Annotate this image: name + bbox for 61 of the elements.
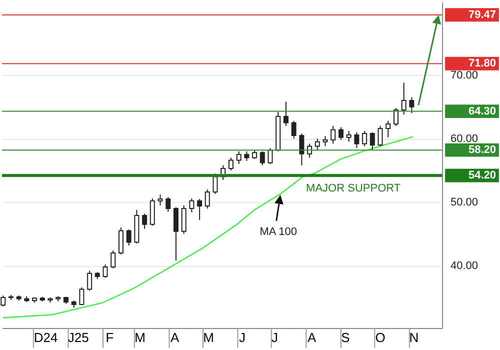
x-tick-label: A — [307, 330, 316, 345]
ref-line-label: 58.20 — [468, 144, 496, 156]
candlestick — [299, 133, 304, 166]
candlestick — [322, 136, 328, 147]
candlestick — [393, 108, 398, 126]
candlestick — [126, 229, 132, 246]
x-tick-label: F — [106, 330, 114, 345]
annotation: MAJOR SUPPORT — [306, 182, 401, 194]
candlestick — [79, 286, 84, 306]
candlestick — [158, 194, 163, 206]
x-tick-label: J — [272, 330, 278, 345]
candlestick — [370, 132, 375, 151]
y-tick-label: 70.00 — [450, 70, 478, 82]
x-tick-label: J25 — [68, 330, 89, 345]
ref-line-label: 64.30 — [468, 105, 496, 118]
candlestick — [118, 227, 124, 255]
candlestick — [212, 173, 218, 194]
y-tick-label: 60.00 — [450, 133, 478, 146]
candlestick — [401, 82, 406, 115]
candlestick — [362, 130, 368, 147]
candlestick — [346, 130, 352, 142]
x-tick-label: M — [134, 330, 146, 345]
candlestick — [110, 250, 116, 269]
candlestick — [166, 196, 171, 212]
candlestick — [204, 188, 210, 210]
candlestick — [189, 198, 194, 213]
candlestick — [150, 198, 155, 226]
candlestick — [181, 204, 186, 234]
candlestick — [314, 138, 320, 151]
candlestick — [291, 120, 296, 140]
ref-line-label: 71.80 — [468, 58, 496, 70]
candlestick — [386, 120, 391, 138]
y-tick-label: 50.00 — [450, 196, 478, 209]
x-tick-label: J — [238, 330, 246, 345]
x-tick-label: A — [170, 330, 180, 345]
candlestick — [338, 126, 344, 140]
candlestick — [409, 96, 414, 114]
x-tick-label: D24 — [34, 330, 58, 345]
y-tick-label: 40.00 — [450, 260, 478, 272]
line-series — [2, 136, 414, 318]
candlestick — [236, 150, 242, 165]
candlestick — [228, 157, 234, 171]
candlestick — [330, 125, 336, 144]
candlestick — [268, 148, 273, 165]
candlestick — [378, 125, 383, 147]
candlestick — [102, 264, 108, 278]
candlestick — [260, 150, 265, 166]
candlestick — [283, 101, 288, 126]
candlestick — [197, 198, 202, 220]
candlestick — [354, 132, 360, 149]
candlestick — [142, 213, 148, 230]
x-tick-label: O — [375, 330, 386, 345]
x-tick-label: S — [341, 330, 350, 345]
candlestick — [173, 206, 178, 262]
annotation: MA 100 — [260, 226, 298, 238]
x-tick-label: M — [203, 330, 214, 345]
candlestick — [244, 150, 250, 162]
x-tick-label: N — [409, 330, 419, 345]
ref-line-label: 79.47 — [468, 8, 496, 21]
candlestick — [87, 270, 92, 292]
ref-line-label: 54.20 — [468, 169, 496, 182]
